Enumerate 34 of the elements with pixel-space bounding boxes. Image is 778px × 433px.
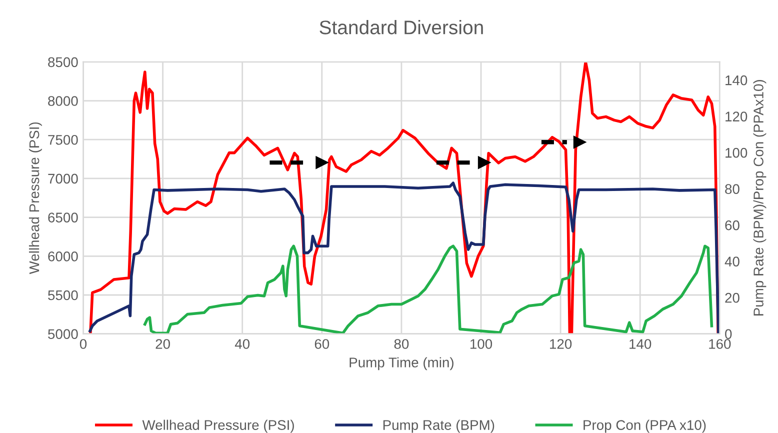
legend-label: Prop Con (PPA x10)	[584, 420, 706, 433]
y2-tick-label: 20	[725, 292, 740, 303]
x-tick-label: 120	[550, 339, 572, 349]
y2-tick-label: 120	[726, 112, 748, 122]
y-axis-title: Wellhead Pressure (PSI)	[28, 122, 42, 274]
y2-tick-label: 40	[724, 256, 740, 266]
x-tick-label: 80	[394, 339, 409, 349]
chart-title: Standard Diversion	[320, 20, 483, 34]
x-axis-title: Pump Time (min)	[350, 357, 454, 370]
y2-tick-label: 140	[726, 75, 748, 86]
y-tick-label: 7000	[48, 174, 78, 184]
x-tick-label: 160	[709, 339, 731, 349]
y-tick-label: 6000	[48, 251, 78, 262]
x-tick-label: 100	[470, 339, 492, 349]
line-series	[88, 182, 720, 334]
x-tick-label: 0	[80, 339, 87, 349]
y-tick-label: 8000	[48, 96, 78, 106]
x-tick-label: 20	[156, 339, 170, 349]
y2-tick-label: 60	[725, 220, 740, 230]
legend-label: Wellhead Pressure (PSI)	[142, 420, 294, 433]
y2-tick-label: 100	[726, 148, 748, 158]
x-tick-label: 140	[630, 339, 652, 349]
y2-axis-title: Pump Rate (BPM)/Prop Con (PPAx10)	[753, 80, 766, 316]
y-tick-label: 8500	[48, 57, 78, 68]
y-tick-label: 6500	[48, 212, 78, 222]
legend-label: Pump Rate (BPM)	[383, 420, 494, 433]
x-tick-label: 40	[234, 339, 250, 349]
y-tick-label: 5500	[48, 290, 78, 300]
line-series	[144, 244, 714, 334]
x-tick-label: 60	[314, 339, 330, 349]
y-tick-label: 7500	[48, 134, 78, 145]
y-tick-label: 5000	[48, 329, 78, 340]
y2-tick-label: 0	[725, 329, 732, 340]
y2-tick-label: 80	[725, 184, 740, 194]
